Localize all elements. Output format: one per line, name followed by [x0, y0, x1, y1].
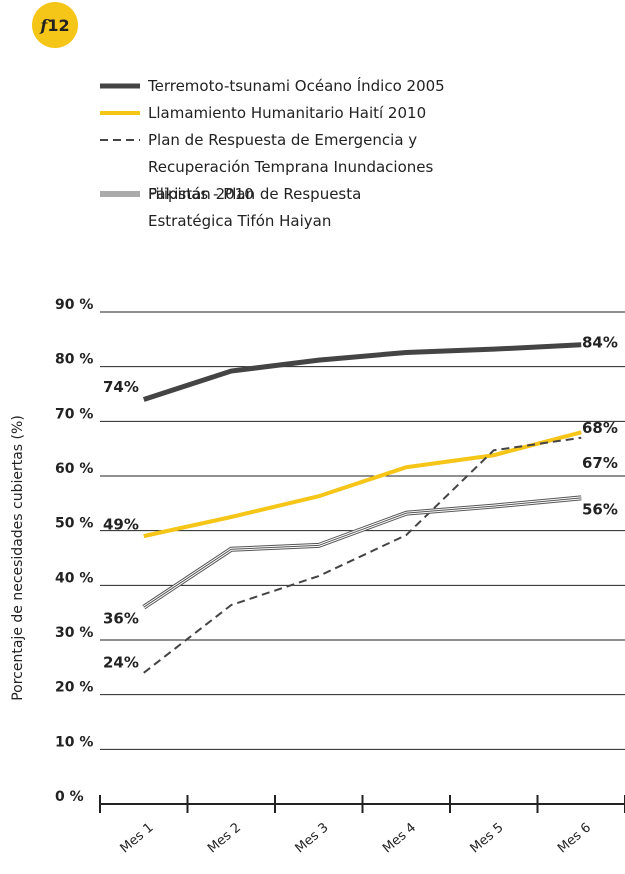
legend-item: Llamamiento Humanitario Haití 2010	[100, 100, 520, 127]
series-line	[143, 436, 582, 674]
data-label: 67%	[582, 454, 618, 472]
y-tick-label: 90 %	[55, 297, 93, 313]
series-line	[142, 496, 582, 609]
legend-label: Plan de Respuesta de Emergencia y Recupe…	[148, 131, 434, 203]
series-line	[143, 497, 582, 608]
x-tick-label: Mes 5	[468, 820, 507, 856]
legend-item: Filipinas - Plan de Respuesta Estratégic…	[100, 181, 450, 235]
legend-swatch	[100, 111, 140, 115]
legend-label: Llamamiento Humanitario Haití 2010	[148, 104, 427, 122]
y-tick-label: 40 %	[55, 570, 93, 586]
series-line	[142, 495, 582, 610]
y-tick-label: 80 %	[55, 352, 93, 368]
x-tick-label: Mes 3	[293, 820, 332, 856]
y-tick-label: 0 %	[55, 789, 84, 805]
badge-number: 12	[47, 16, 69, 35]
series-line	[142, 342, 582, 402]
y-tick-label: 70 %	[55, 406, 93, 422]
series-line	[143, 430, 582, 539]
legend-label: Filipinas - Plan de Respuesta Estratégic…	[148, 185, 362, 230]
badge-text: f12	[39, 16, 69, 35]
data-label: 56%	[582, 500, 618, 518]
x-tick-label: Mes 4	[380, 820, 419, 856]
data-label: 49%	[103, 516, 139, 534]
legend-swatch	[100, 191, 140, 197]
y-tick-label: 20 %	[55, 680, 93, 696]
legend-swatch	[100, 83, 140, 89]
legend-swatch	[100, 139, 140, 141]
y-tick-label: 30 %	[55, 625, 93, 641]
badge	[32, 2, 78, 48]
x-tick-label: Mes 2	[205, 820, 244, 856]
data-label: 24%	[103, 653, 139, 671]
y-tick-label: 60 %	[55, 461, 93, 477]
x-tick-label: Mes 6	[555, 820, 594, 856]
data-label: 74%	[103, 378, 139, 396]
legend-item: Plan de Respuesta de Emergencia y Recupe…	[100, 127, 500, 208]
data-label: 36%	[103, 610, 139, 628]
data-label: 84%	[582, 333, 618, 351]
badge-letter: f	[39, 16, 50, 35]
legend-item: Terremoto-tsunami Océano Índico 2005	[100, 73, 520, 100]
y-tick-label: 50 %	[55, 516, 93, 532]
y-axis-label: Porcentaje de necesidades cubiertas (%)	[10, 415, 26, 701]
data-label: 68%	[582, 419, 618, 437]
x-tick-label: Mes 1	[118, 820, 157, 856]
y-tick-label: 10 %	[55, 734, 93, 750]
legend-label: Terremoto-tsunami Océano Índico 2005	[148, 77, 445, 95]
